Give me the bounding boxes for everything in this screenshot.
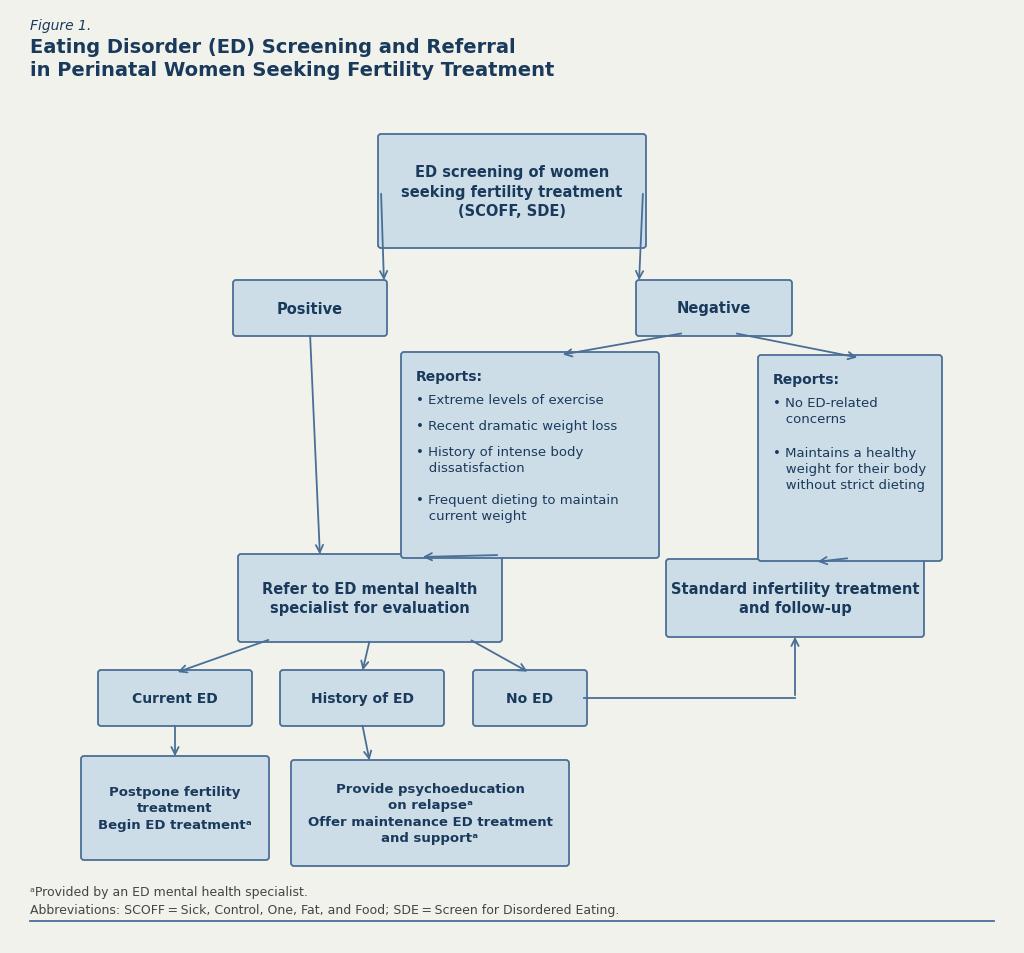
Text: • Extreme levels of exercise: • Extreme levels of exercise	[416, 394, 604, 407]
FancyBboxPatch shape	[238, 555, 502, 642]
Text: Standard infertility treatment
and follow-up: Standard infertility treatment and follo…	[671, 581, 920, 616]
FancyBboxPatch shape	[758, 355, 942, 561]
FancyBboxPatch shape	[378, 135, 646, 249]
Text: Reports:: Reports:	[773, 373, 840, 387]
Text: Positive: Positive	[276, 301, 343, 316]
FancyBboxPatch shape	[666, 559, 924, 638]
FancyBboxPatch shape	[280, 670, 444, 726]
FancyBboxPatch shape	[401, 353, 659, 558]
Text: • No ED-related
   concerns: • No ED-related concerns	[773, 396, 878, 426]
Text: • Frequent dieting to maintain
   current weight: • Frequent dieting to maintain current w…	[416, 494, 618, 522]
Text: Eating Disorder (ED) Screening and Referral: Eating Disorder (ED) Screening and Refer…	[30, 38, 516, 57]
Text: Negative: Negative	[677, 301, 752, 316]
Text: Current ED: Current ED	[132, 691, 218, 705]
Text: History of ED: History of ED	[310, 691, 414, 705]
FancyBboxPatch shape	[233, 281, 387, 336]
FancyBboxPatch shape	[81, 757, 269, 861]
Text: Provide psychoeducation
on relapseᵃ
Offer maintenance ED treatment
and supportᵃ: Provide psychoeducation on relapseᵃ Offe…	[307, 781, 552, 844]
FancyBboxPatch shape	[636, 281, 792, 336]
Text: No ED: No ED	[507, 691, 554, 705]
FancyBboxPatch shape	[291, 760, 569, 866]
Text: Reports:: Reports:	[416, 370, 483, 384]
FancyBboxPatch shape	[98, 670, 252, 726]
Text: ᵃProvided by an ED mental health specialist.: ᵃProvided by an ED mental health special…	[30, 885, 308, 898]
Text: • History of intense body
   dissatisfaction: • History of intense body dissatisfactio…	[416, 446, 584, 475]
Text: ED screening of women
seeking fertility treatment
(SCOFF, SDE): ED screening of women seeking fertility …	[401, 165, 623, 218]
Text: • Recent dramatic weight loss: • Recent dramatic weight loss	[416, 419, 617, 433]
Text: Postpone fertility
treatment
Begin ED treatmentᵃ: Postpone fertility treatment Begin ED tr…	[98, 785, 252, 831]
Text: Figure 1.: Figure 1.	[30, 19, 91, 33]
Text: • Maintains a healthy
   weight for their body
   without strict dieting: • Maintains a healthy weight for their b…	[773, 447, 927, 492]
FancyBboxPatch shape	[473, 670, 587, 726]
Text: in Perinatal Women Seeking Fertility Treatment: in Perinatal Women Seeking Fertility Tre…	[30, 61, 554, 80]
Text: Abbreviations: SCOFF = Sick, Control, One, Fat, and Food; SDE = Screen for Disor: Abbreviations: SCOFF = Sick, Control, On…	[30, 903, 620, 916]
Text: Refer to ED mental health
specialist for evaluation: Refer to ED mental health specialist for…	[262, 581, 477, 616]
